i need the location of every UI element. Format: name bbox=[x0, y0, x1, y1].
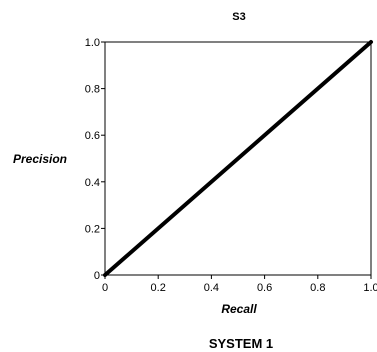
x-tick-label: 0.6 bbox=[257, 282, 272, 294]
y-tick-label: 1.0 bbox=[85, 37, 100, 49]
y-tick-label: 0.2 bbox=[85, 223, 100, 235]
y-axis-ticks: 0 0.2 0.4 0.6 0.8 1.0 bbox=[85, 37, 105, 282]
series-layer bbox=[103, 40, 373, 277]
plot-area bbox=[104, 41, 372, 276]
chart-title: S3 bbox=[232, 11, 245, 23]
x-axis-ticks: 0 0.2 0.4 0.6 0.8 1.0 bbox=[102, 275, 377, 294]
x-axis-label: Recall bbox=[221, 302, 257, 316]
x-tick-label: 0.4 bbox=[204, 282, 219, 294]
x-tick-label: 0.8 bbox=[310, 282, 325, 294]
x-tick-label: 1.0 bbox=[363, 282, 377, 294]
y-tick-label: 0 bbox=[94, 270, 100, 282]
y-tick-label: 0.4 bbox=[85, 177, 100, 189]
chart-caption: SYSTEM 1 bbox=[209, 336, 273, 351]
y-tick-label: 0.8 bbox=[85, 84, 100, 96]
x-tick-label: 0.2 bbox=[151, 282, 166, 294]
series-line bbox=[103, 40, 373, 277]
x-tick-label: 0 bbox=[102, 282, 108, 294]
y-axis-label: Precision bbox=[13, 152, 67, 166]
y-tick-label: 0.6 bbox=[85, 130, 100, 142]
